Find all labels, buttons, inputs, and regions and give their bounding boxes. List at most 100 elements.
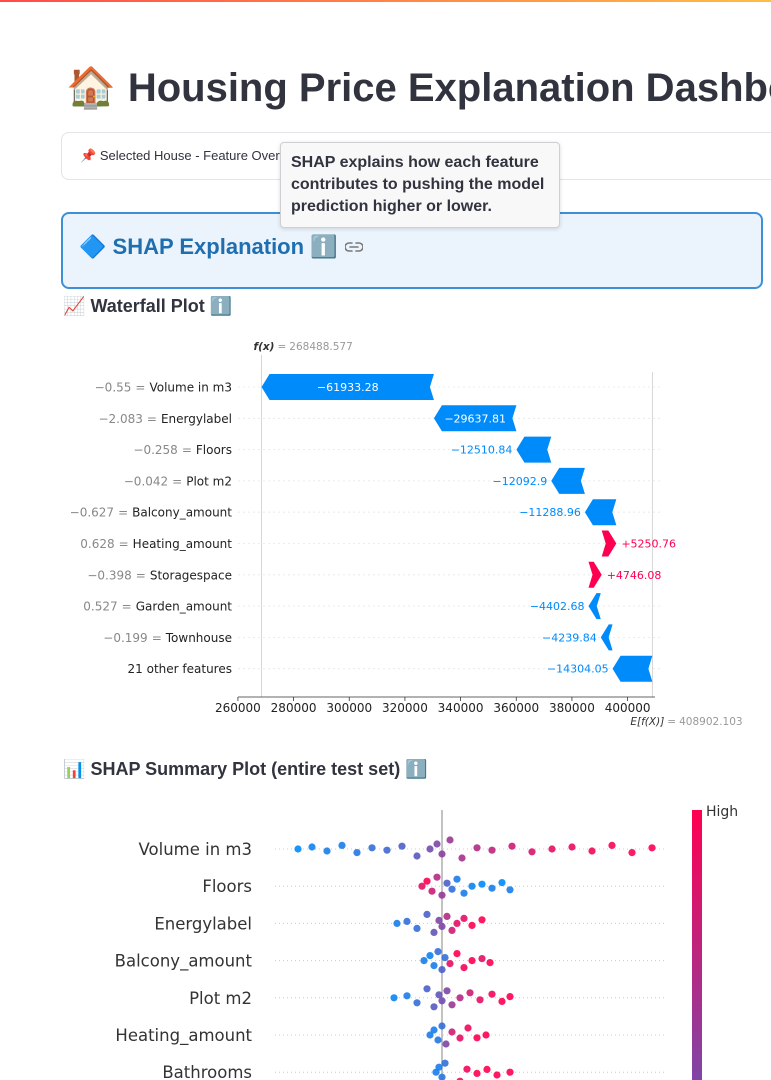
point	[438, 997, 446, 1005]
point	[403, 917, 411, 926]
heading-icon: 📈	[63, 296, 86, 316]
expander-label[interactable]: 📌 Selected House - Feature Overview	[80, 148, 306, 164]
point	[442, 1040, 450, 1048]
point	[423, 910, 431, 919]
point	[430, 1003, 438, 1011]
feature-label: Balcony_amount	[115, 952, 253, 972]
point	[308, 843, 316, 851]
waterfall-bar	[601, 530, 617, 557]
x-tick-label: 380000	[549, 701, 595, 715]
point	[478, 916, 486, 924]
point	[426, 952, 434, 960]
info-icon[interactable]: ℹ️	[310, 234, 338, 259]
value-label: −12092.9	[493, 475, 548, 488]
point	[434, 948, 442, 956]
feature-value: −2.083	[98, 412, 142, 426]
point	[448, 1028, 456, 1036]
point	[463, 1065, 471, 1073]
point	[430, 1026, 438, 1034]
waterfall-bar	[261, 374, 434, 400]
point	[464, 1024, 472, 1032]
feature-label: Heating_amount	[115, 1026, 252, 1046]
feature-label: −0.55 = Volume in m3	[95, 381, 232, 395]
point	[628, 849, 636, 857]
point	[418, 882, 426, 890]
point	[413, 999, 421, 1007]
point	[456, 1034, 464, 1042]
feature-label: −0.042 = Plot m2	[124, 474, 232, 488]
feature-label: Bathrooms	[162, 1063, 252, 1080]
fx-label: f(x) = 268488.577	[254, 341, 353, 353]
feature-name: Balcony_amount	[132, 506, 232, 520]
point	[448, 1001, 456, 1009]
point	[460, 964, 468, 972]
point	[568, 843, 576, 851]
point	[498, 879, 506, 887]
point	[548, 845, 556, 853]
feature-name: Floors	[196, 443, 232, 457]
point	[441, 954, 449, 962]
page-title: 🏠Housing Price Explanation Dashboard	[66, 64, 771, 111]
info-icon[interactable]: ℹ️	[209, 296, 233, 316]
info-icon[interactable]: ℹ️	[405, 759, 428, 779]
feature-label: Floors	[202, 877, 252, 896]
point	[323, 847, 331, 855]
point	[488, 846, 496, 854]
point	[648, 844, 656, 852]
value-label: −61933.28	[317, 381, 379, 394]
point	[460, 914, 468, 923]
x-tick-label: 400000	[605, 701, 651, 715]
point	[443, 912, 451, 921]
summary-plot: High Volume in m3 Floors Energylabel Balcony…	[115, 804, 738, 1080]
base-value: 408902.103	[679, 716, 742, 728]
point	[482, 1031, 490, 1039]
x-tick-label: 360000	[493, 701, 539, 715]
x-tick-label: 320000	[382, 701, 428, 715]
feature-label: 0.527 = Garden_amount	[83, 600, 232, 614]
separator: =	[172, 474, 182, 488]
point	[430, 962, 438, 970]
waterfall-bar	[600, 624, 613, 651]
waterfall-plot: −0.55 = Volume in m3−2.083 = Energylabel−0.2…	[70, 341, 743, 728]
feature-label: 0.628 = Heating_amount	[80, 537, 232, 551]
value-label: −29637.81	[444, 412, 506, 425]
waterfall-heading: 📈 Waterfall Plot ℹ️	[63, 296, 232, 317]
point	[443, 879, 451, 887]
point	[448, 926, 456, 935]
separator: =	[182, 443, 192, 457]
expander-icon: 📌	[80, 148, 97, 163]
expander-text[interactable]: Selected House - Feature Overview	[99, 148, 306, 163]
separator: =	[135, 381, 145, 395]
feature-name: Heating_amount	[133, 537, 233, 551]
x-tick-label: 300000	[326, 701, 372, 715]
point	[473, 844, 481, 852]
point	[423, 877, 431, 885]
point	[438, 922, 446, 931]
point	[478, 955, 486, 963]
waterfall-bar	[584, 499, 617, 526]
point	[468, 882, 476, 890]
link-icon[interactable]	[345, 241, 363, 253]
point	[413, 924, 421, 933]
separator: =	[152, 631, 162, 645]
separator: =	[119, 537, 129, 551]
waterfall-bar	[516, 436, 552, 463]
feature-name: Plot m2	[186, 474, 232, 488]
feature-value: −0.55	[95, 381, 132, 395]
point	[508, 842, 516, 850]
base-name: E[f(X)]	[630, 716, 664, 728]
feature-value: −0.199	[103, 631, 147, 645]
point	[398, 842, 406, 850]
feature-name: Townhouse	[165, 631, 232, 645]
point	[473, 1034, 481, 1042]
feature-value: −0.042	[124, 474, 168, 488]
section-text: SHAP Explanation	[112, 234, 305, 259]
feature-name: 21 other features	[128, 662, 232, 676]
point	[441, 1059, 449, 1067]
feature-value: −0.258	[133, 443, 177, 457]
feature-value: −0.398	[87, 568, 131, 582]
tooltip: SHAP explains how each feature contribut…	[280, 142, 560, 228]
point	[403, 992, 411, 1000]
